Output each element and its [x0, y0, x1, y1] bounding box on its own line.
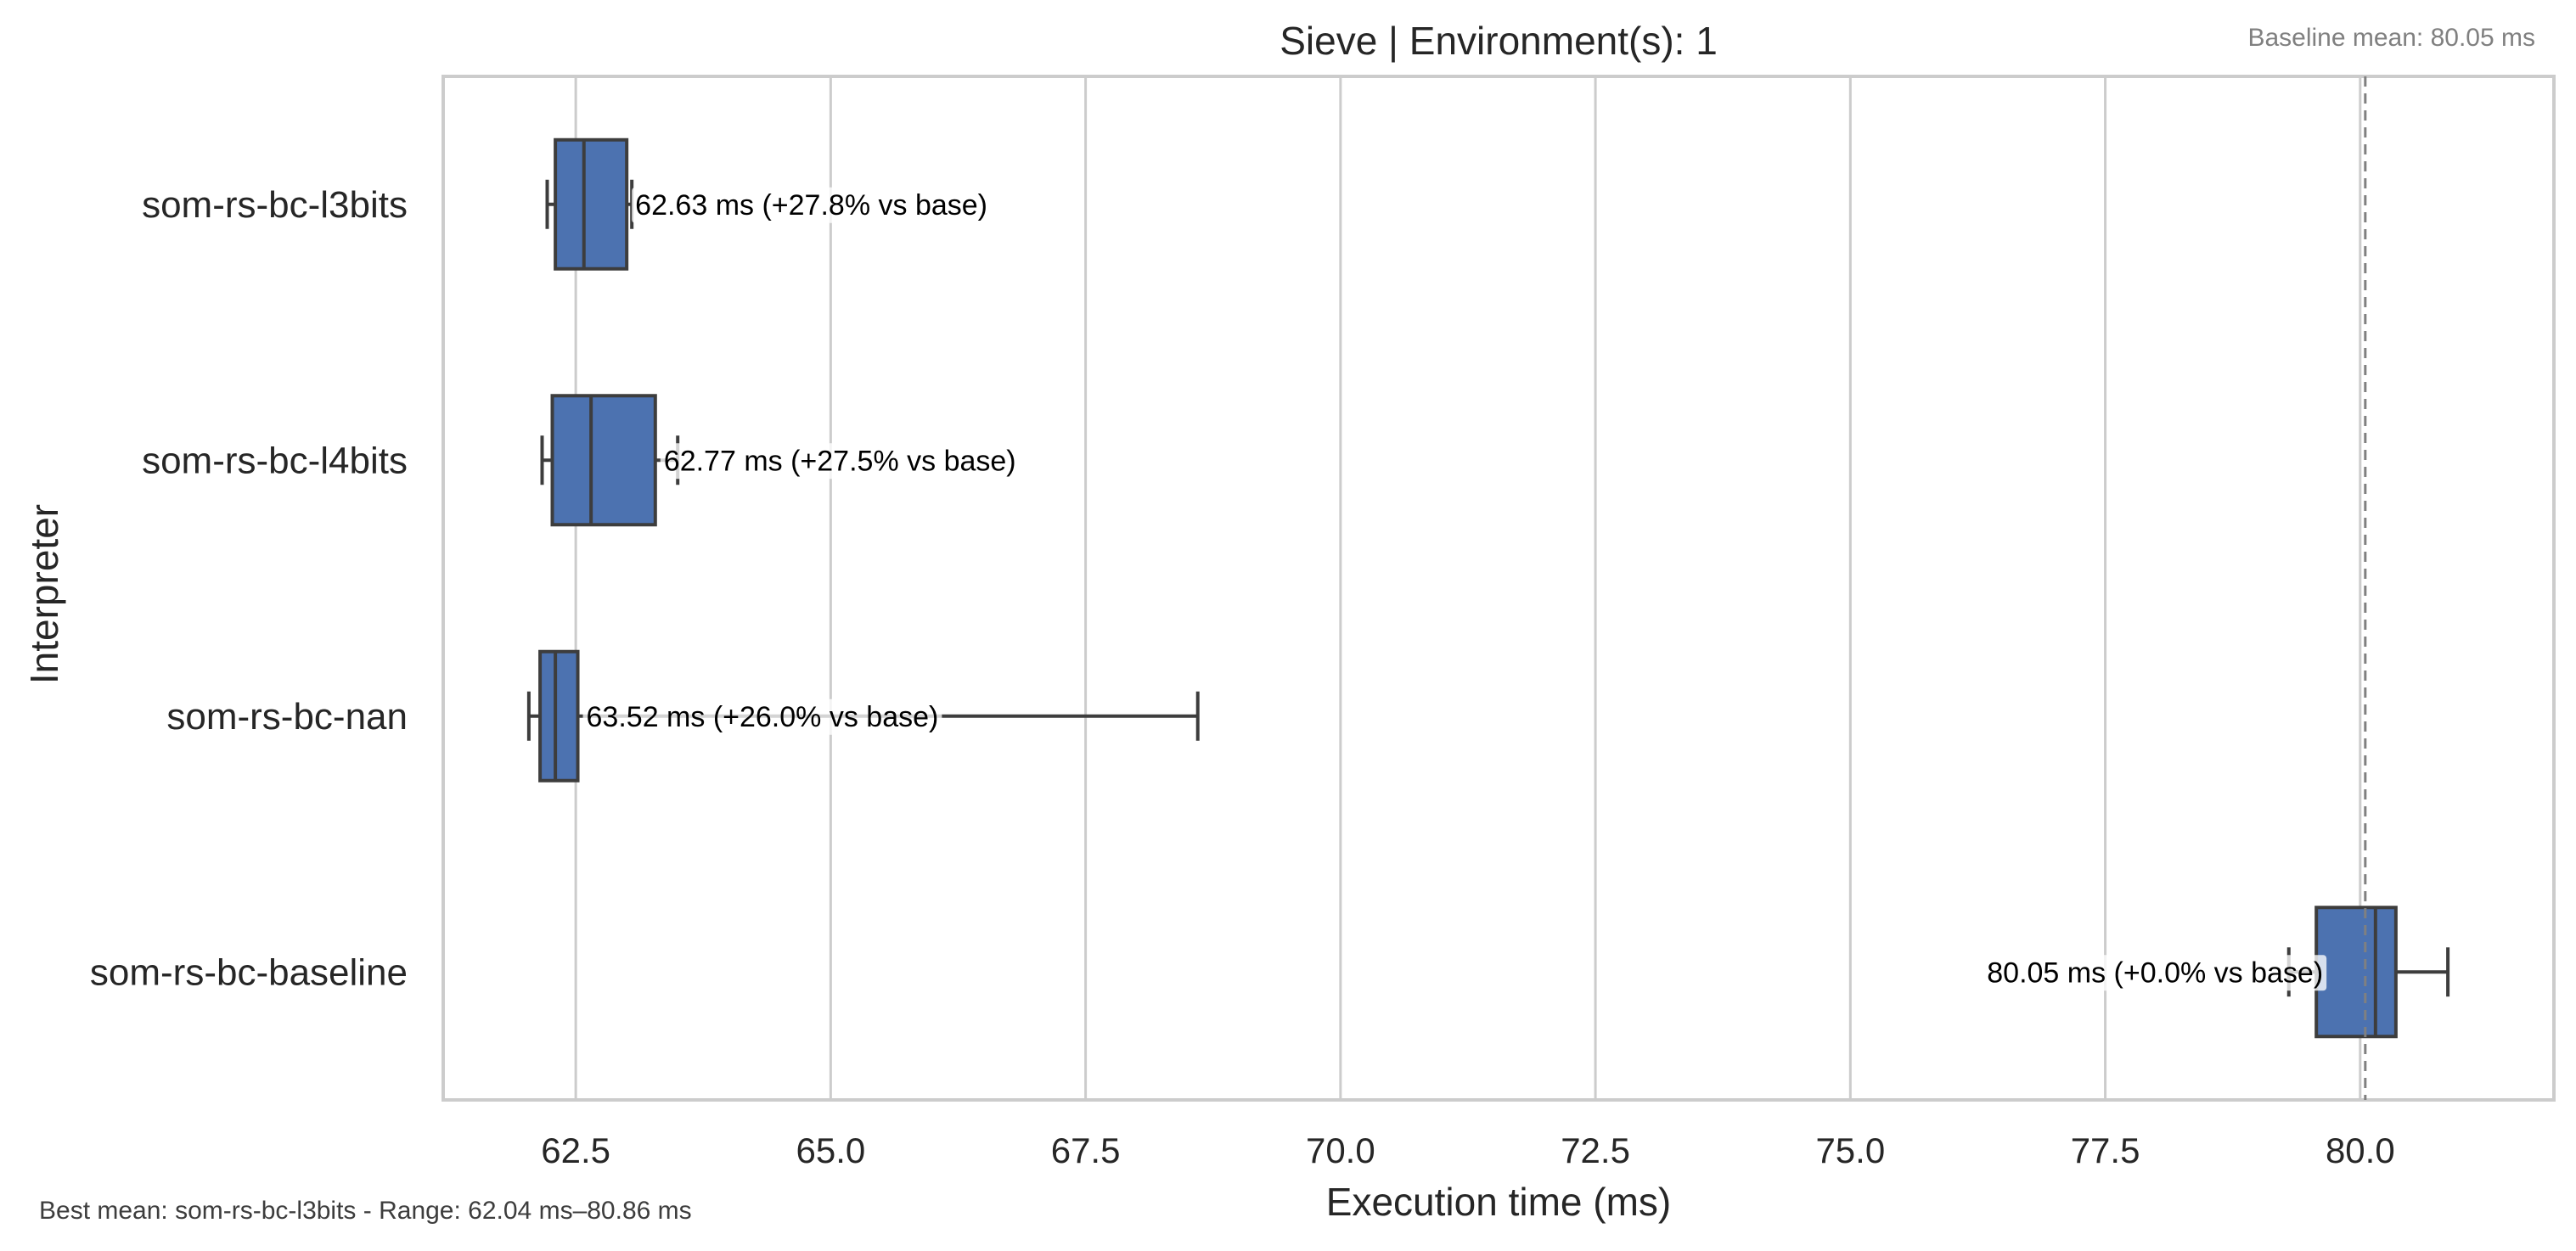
boxplot-som-rs-bc-l4bits: [540, 394, 680, 527]
box-iqr: [538, 649, 580, 783]
mean-label: 62.63 ms (+27.8% vs base): [635, 189, 987, 222]
mean-label: 63.52 ms (+26.0% vs base): [587, 701, 939, 733]
y-tick-label: som-rs-bc-l3bits: [142, 184, 408, 226]
chart-title: Sieve | Environment(s): 1: [1280, 19, 1718, 63]
plot-frame: [442, 75, 2556, 1102]
mean-labels: 62.63 ms (+27.8% vs base) 62.77 ms (+27.5…: [582, 187, 2327, 991]
mean-label-background: [582, 698, 942, 735]
footer-note: Best mean: som-rs-bc-l3bits - Range: 62.…: [39, 1197, 692, 1225]
y-tick-label: som-rs-bc-baseline: [90, 951, 408, 993]
baseline-note: Baseline mean: 80.05 ms: [2247, 24, 2535, 52]
mean-label-background: [1983, 955, 2327, 991]
mean-label-background: [632, 187, 992, 223]
boxplot-som-rs-bc-l3bits: [545, 137, 634, 271]
x-tick-labels: 62.5 65.0 67.5 70.0 72.5 75.0 77.5 80.0: [541, 1130, 2394, 1170]
box-iqr: [554, 137, 629, 271]
y-tick-label: som-rs-bc-l4bits: [142, 440, 408, 481]
box-iqr: [550, 394, 657, 527]
y-tick-label: som-rs-bc-nan: [166, 696, 408, 738]
x-tick-label: 77.5: [2071, 1130, 2140, 1170]
box-iqr: [2314, 906, 2398, 1039]
x-tick-label: 65.0: [796, 1130, 865, 1170]
x-tick-label: 62.5: [541, 1130, 610, 1170]
x-tick-label: 80.0: [2326, 1130, 2395, 1170]
mean-label-background: [660, 443, 1020, 480]
x-tick-label: 70.0: [1306, 1130, 1375, 1170]
mean-label: 80.05 ms (+0.0% vs base): [1987, 956, 2323, 989]
x-tick-label: 72.5: [1561, 1130, 1630, 1170]
mean-label: 62.77 ms (+27.5% vs base): [664, 445, 1016, 477]
x-tick-label: 67.5: [1051, 1130, 1121, 1170]
y-axis-label: Interpreter: [22, 504, 66, 684]
x-axis-label: Execution time (ms): [1326, 1180, 1671, 1224]
x-tick-label: 75.0: [1815, 1130, 1885, 1170]
y-tick-labels: som-rs-bc-l3bits som-rs-bc-l4bits som-rs-b…: [90, 184, 408, 994]
